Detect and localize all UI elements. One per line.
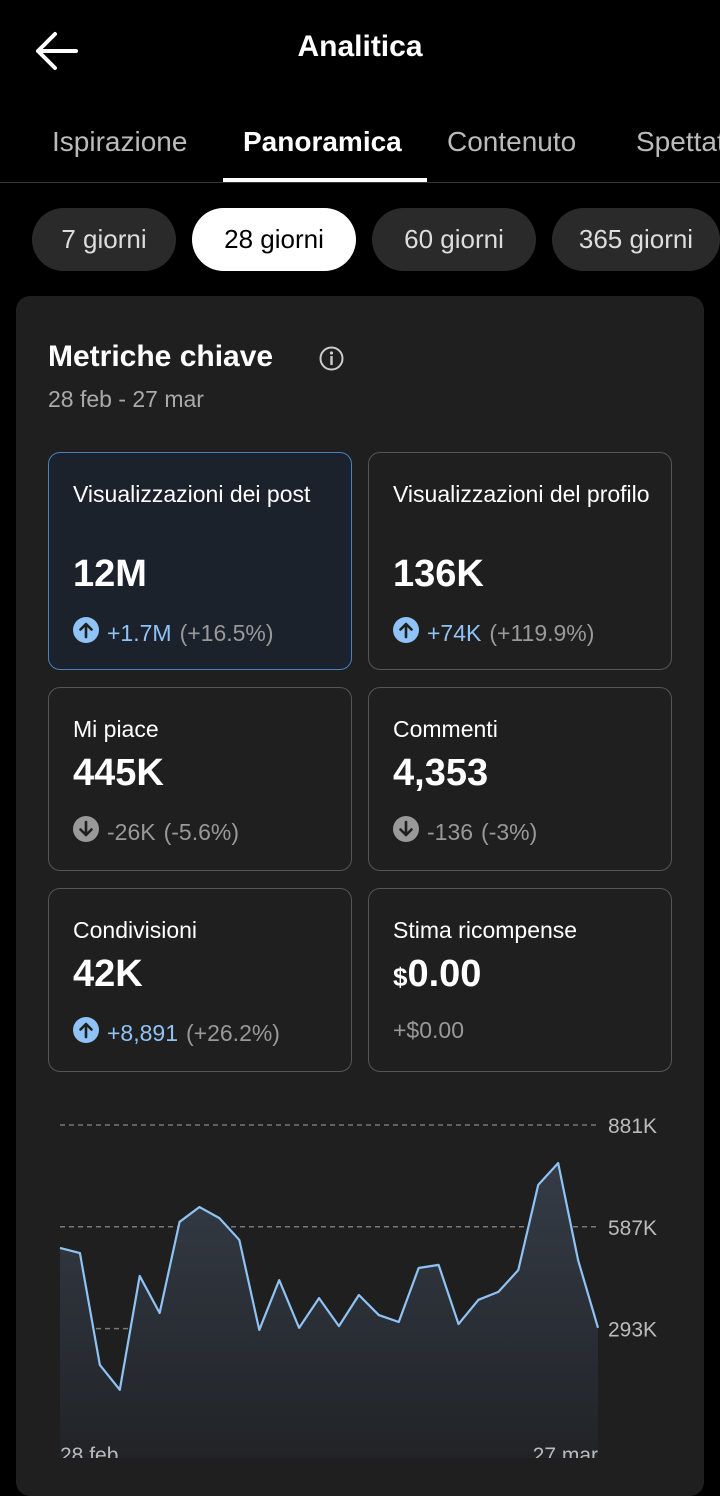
- trend-icon-svg: [73, 816, 99, 842]
- metric-change: -136 (-3%): [393, 816, 537, 848]
- trend-icon: [393, 816, 419, 848]
- period-pill[interactable]: 28 giorni: [192, 208, 356, 271]
- metric-value: 12M: [73, 553, 147, 596]
- metric-label: Visualizzazioni dei post: [73, 481, 311, 507]
- metric-change: -26K (-5.6%): [73, 816, 239, 848]
- tab[interactable]: Spettatori: [636, 126, 720, 157]
- tab-underline: [223, 178, 427, 182]
- trend-icon: [73, 816, 99, 848]
- metric-value: 42K: [73, 953, 143, 996]
- trend-icon-svg: [393, 816, 419, 842]
- metric-label: Stima ricompense: [393, 917, 578, 943]
- percent: (+26.2%): [186, 1019, 280, 1046]
- metric-value: 4,353: [393, 752, 488, 795]
- chart: 293K 587K 881K 28 feb 27 mar: [59, 1115, 657, 1458]
- percent: (+16.5%): [179, 619, 274, 646]
- x-tick-label: 28 feb: [60, 1444, 118, 1458]
- y-tick-label: 587K: [608, 1217, 657, 1240]
- delta: +1.7M: [107, 619, 172, 646]
- percent: (-3%): [481, 818, 538, 845]
- trend-icon: [393, 617, 419, 649]
- metric-change: +74K (+119.9%): [393, 617, 594, 649]
- percent: (+119.9%): [489, 619, 595, 646]
- back-button[interactable]: [30, 30, 80, 72]
- page-title: Analitica: [297, 30, 423, 63]
- metric-card[interactable]: Visualizzazioni del profilo 136K +74K (+119…: [368, 452, 672, 670]
- screen: Analitica Metriche chiave 28 feb - 27 ma…: [0, 30, 720, 1496]
- metric-label: Commenti: [393, 716, 498, 742]
- value: 12M: [73, 553, 147, 595]
- trend-icon: [73, 617, 99, 649]
- metric-change: +1.7M (+16.5%): [73, 617, 274, 649]
- period-pill[interactable]: 365 giorni: [552, 208, 720, 271]
- metric-change: +$0.00: [393, 1017, 464, 1044]
- area: [60, 1163, 598, 1458]
- currency: $: [393, 962, 408, 992]
- metric-value: 445K: [73, 752, 164, 795]
- metric-label: Condivisioni: [73, 917, 198, 943]
- y-tick-label: 293K: [608, 1319, 657, 1342]
- trend-icon-svg: [73, 1017, 99, 1043]
- trend-icon: [73, 1017, 99, 1049]
- line: [59, 1161, 600, 1391]
- metric-label: Visualizzazioni del profilo: [393, 481, 650, 507]
- period-pill[interactable]: 7 giorni: [32, 208, 176, 271]
- delta: +8,891: [107, 1019, 178, 1046]
- x-tick-label: 27 mar: [533, 1444, 598, 1458]
- value: 0.00: [407, 953, 482, 995]
- value: 136K: [393, 553, 484, 595]
- metric-card[interactable]: Commenti 4,353 -136 (-3%): [368, 687, 672, 871]
- metric-card[interactable]: Stima ricompense $0.00 +$0.00: [368, 888, 672, 1072]
- trend-icon-svg: [73, 617, 99, 643]
- tab[interactable]: Ispirazione: [52, 126, 188, 157]
- metric-value: 136K: [393, 553, 484, 596]
- metric-value: $0.00: [393, 953, 481, 996]
- value: 42K: [73, 953, 143, 995]
- tab[interactable]: Contenuto: [447, 126, 577, 157]
- metric-change: +8,891 (+26.2%): [73, 1017, 280, 1049]
- value: 4,353: [393, 752, 489, 794]
- tab[interactable]: Panoramica: [243, 126, 402, 157]
- delta: +74K: [427, 619, 482, 646]
- delta: -136: [427, 818, 474, 845]
- metric-card[interactable]: Condivisioni 42K +8,891 (+26.2%): [48, 888, 352, 1072]
- info-icon[interactable]: [318, 345, 345, 372]
- metric-card[interactable]: Mi piace 445K -26K (-5.6%): [48, 687, 352, 871]
- delta: +$0.00: [393, 1017, 464, 1043]
- divider: [0, 182, 720, 183]
- percent: (-5.6%): [163, 818, 239, 845]
- period-pill[interactable]: 60 giorni: [372, 208, 536, 271]
- y-tick-label: 881K: [608, 1115, 657, 1138]
- value: 445K: [73, 752, 164, 794]
- section-title: Metriche chiave: [48, 340, 274, 373]
- delta: -26K: [107, 818, 156, 845]
- fade: [640, 100, 720, 180]
- metric-card[interactable]: Visualizzazioni dei post 12M +1.7M (+16.5%): [48, 452, 352, 670]
- metric-label: Mi piace: [73, 716, 159, 742]
- date-range: 28 feb - 27 mar: [48, 386, 204, 412]
- trend-icon-svg: [393, 617, 419, 643]
